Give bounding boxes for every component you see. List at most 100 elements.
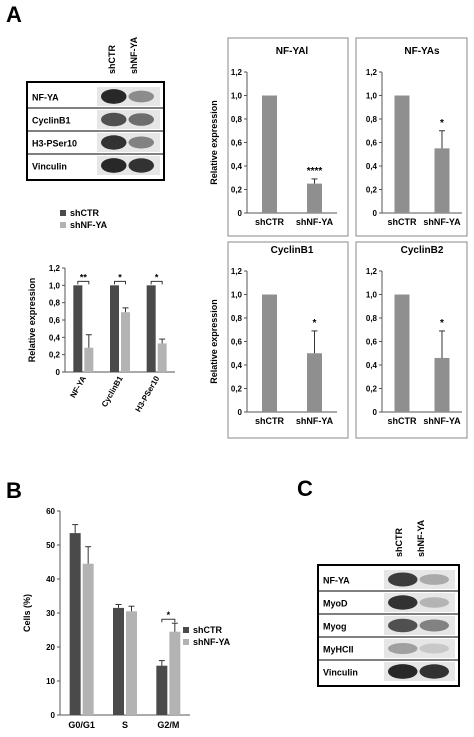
y-tick-label: 0,4 [231, 162, 243, 171]
y-tick-label: 0 [56, 368, 61, 377]
chart-frame [227, 241, 349, 439]
chart-nf-yas: NF-YAs 0 0,2 0,4 0,6 0,8 1,0 1,2 shCTR shNF-YA * [355, 37, 468, 237]
significance-marker: ** [80, 272, 88, 282]
x-tick-label: NF-YA [68, 374, 88, 399]
y-tick-label: 1,0 [366, 291, 378, 300]
bar [434, 357, 450, 412]
y-tick-label: 0,8 [366, 115, 378, 124]
bar [394, 294, 410, 412]
blot-row-label: Myog [323, 622, 347, 632]
significance-marker: **** [307, 166, 323, 177]
blot-band [419, 619, 449, 632]
y-tick-label: 0,6 [231, 338, 243, 347]
x-tick-label: shNF-YA [423, 217, 461, 227]
blot-band [388, 618, 418, 633]
legend-label: shNF-YA [70, 220, 108, 230]
blot-row-label: MyHCII [323, 645, 354, 655]
blot-band [388, 664, 418, 679]
y-tick-label: 1,2 [231, 68, 243, 77]
bar [146, 285, 156, 372]
y-tick-label: 0,8 [366, 314, 378, 323]
chart-frame [227, 37, 349, 237]
y-tick-label: 1,0 [231, 291, 243, 300]
y-tick-label: 0,6 [49, 316, 61, 325]
significance-marker: * [155, 272, 159, 282]
y-axis-label: Relative expression [209, 299, 219, 384]
blot-band [419, 643, 449, 654]
x-tick-label: shNF-YA [296, 416, 334, 426]
y-tick-label: 0,4 [49, 333, 61, 342]
blot-row-label: MyoD [323, 599, 348, 609]
chart-frame [355, 241, 468, 439]
x-tick-label: G2/M [157, 720, 179, 730]
bar [110, 285, 119, 372]
y-tick-label: 0,6 [366, 338, 378, 347]
chart-cyclinb1: CyclinB1 0 0,2 0,4 0,6 0,8 1,0 1,2 Relative expr… [209, 241, 349, 439]
y-tick-label: 0 [51, 711, 56, 720]
chart-title: CyclinB1 [271, 245, 314, 256]
y-tick-label: 0,8 [231, 115, 243, 124]
x-tick-label: CyclinB1 [100, 374, 125, 409]
x-tick-label: shCTR [255, 217, 285, 227]
significance-marker: * [118, 272, 122, 282]
chart-cyclinb2: CyclinB2 0 0,2 0,4 0,6 0,8 1,0 1,2 shCTR shNF-YA * [355, 241, 468, 439]
y-tick-label: 40 [46, 575, 55, 584]
chart-frame [355, 37, 468, 237]
y-tick-label: 0,2 [366, 385, 378, 394]
y-tick-label: 30 [46, 609, 55, 618]
chart-a-summary: 0 0,2 0,4 0,6 0,8 1,0 1,2 Relative expression NF… [27, 208, 175, 414]
legend-label: shCTR [193, 625, 223, 635]
lane-label: shCTR [107, 45, 117, 75]
blot-band [419, 597, 449, 608]
chart-b-cell-cycle: 0 10 20 30 40 50 60 Cells (%) G0/G1 S G2/M * shCTR sh… [22, 507, 231, 730]
blot-band [419, 574, 449, 585]
bar [307, 183, 322, 213]
bar [126, 611, 137, 715]
y-tick-label: 1,2 [49, 264, 61, 273]
blot-row-label: Vinculin [323, 668, 358, 678]
blot-band [101, 135, 127, 150]
bar [113, 607, 124, 715]
y-tick-label: 0,8 [231, 314, 243, 323]
y-tick-label: 0 [373, 408, 378, 417]
y-tick-label: 1,2 [231, 267, 243, 276]
x-tick-label: shCTR [388, 217, 418, 227]
legend-label: shCTR [70, 208, 100, 218]
y-tick-label: 1,2 [366, 267, 378, 276]
y-tick-label: 50 [46, 541, 55, 550]
y-tick-label: 0,4 [231, 361, 243, 370]
significance-marker: * [440, 318, 444, 329]
y-axis-label: Relative expression [209, 100, 219, 185]
blot-row-label: NF-YA [32, 93, 59, 103]
blot-band [101, 89, 127, 104]
blot-band [419, 664, 449, 679]
blot-band [128, 90, 154, 103]
y-tick-label: 60 [46, 507, 55, 516]
blot-band [128, 113, 154, 126]
panel-label-b: B [6, 478, 22, 503]
western-blot-a: shCTR shNF-YA NF-YA CyclinB1 H3-PSer10 Vincul… [26, 36, 165, 181]
x-tick-label: shCTR [255, 416, 285, 426]
blot-row-label: CyclinB1 [32, 116, 71, 126]
x-tick-label: H3-PSer10 [134, 374, 162, 414]
y-tick-label: 0,2 [231, 385, 243, 394]
y-tick-label: 1,0 [49, 281, 61, 290]
x-tick-label: G0/G1 [68, 720, 95, 730]
legend-swatch [183, 639, 189, 645]
y-tick-label: 0,4 [366, 162, 378, 171]
y-axis-label: Cells (%) [22, 594, 32, 632]
chart-title: NF-YAs [404, 46, 440, 57]
blot-band [101, 112, 127, 127]
bar [262, 294, 277, 412]
chart-title: NF-YAl [276, 46, 309, 57]
y-axis-label: Relative expression [27, 278, 37, 363]
panel-label-c: C [297, 476, 313, 501]
bar [82, 563, 94, 715]
y-tick-label: 20 [46, 643, 55, 652]
y-tick-label: 0,8 [49, 299, 61, 308]
bar [157, 343, 167, 372]
bar [394, 95, 410, 213]
x-tick-label: S [122, 720, 128, 730]
blot-row-label: Vinculin [32, 162, 67, 172]
